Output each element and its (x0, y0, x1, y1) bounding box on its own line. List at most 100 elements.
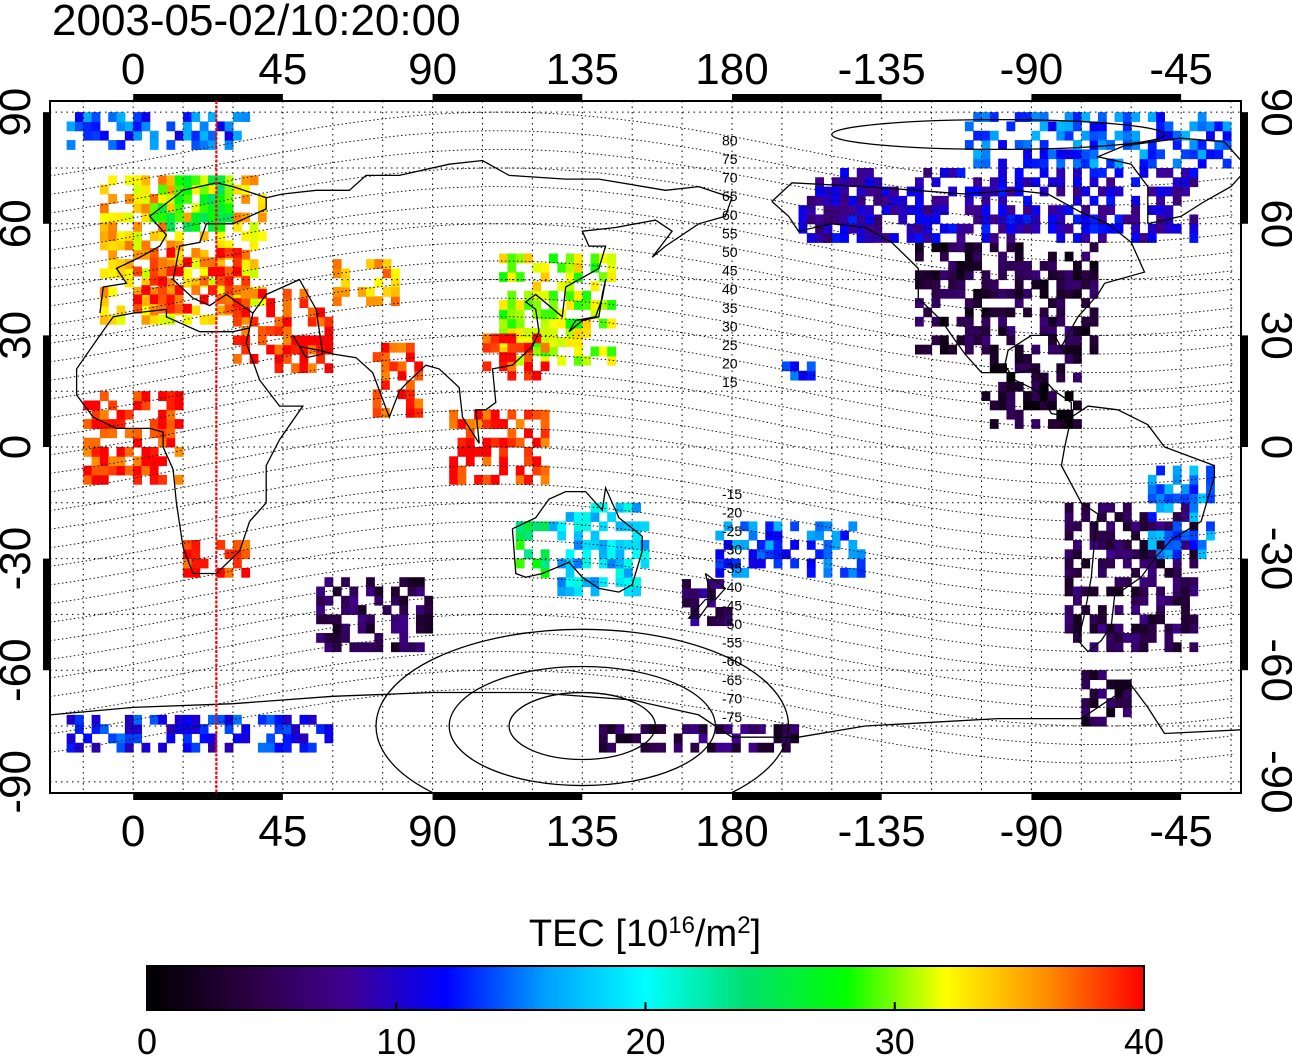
tec-cell-se-asia (449, 409, 459, 420)
tec-cell-europe (141, 194, 151, 204)
tec-cell-antarctica-west (208, 714, 217, 725)
tec-cell-central-america (981, 391, 991, 401)
tec-cell-scandinavia (174, 175, 184, 186)
tec-cell-europe (124, 212, 134, 223)
tec-cell-canada-north (981, 205, 991, 215)
tec-cell-west-africa (83, 400, 93, 411)
colorbar-title-superscript: 2 (737, 912, 750, 939)
tec-cell-central-america (1039, 381, 1049, 392)
tec-cell-canada-north (1064, 223, 1074, 234)
tec-cell-south-america (1072, 623, 1082, 634)
tec-cell-mideast (316, 353, 325, 364)
lon-tick-bottom: -90 (1000, 807, 1064, 856)
tec-cell-central-europe (232, 247, 242, 258)
tec-cell-arctic-na (998, 158, 1007, 169)
tec-cell-arctic-na (1023, 140, 1032, 150)
tec-cell-alaska (823, 186, 833, 197)
tec-cell-se-asia (540, 409, 550, 420)
tec-cell-arctic-europe (174, 130, 184, 141)
tec-cell-alaska (881, 205, 891, 215)
tec-cell-canada-north (981, 233, 991, 243)
contour-line (50, 539, 1235, 615)
tec-cell-south-america (1072, 521, 1082, 532)
tec-cell-antarctica-west (124, 742, 134, 753)
tec-cell-arctic-europe (91, 130, 101, 141)
tec-cell-europe (199, 249, 209, 260)
tec-cell-europe (124, 240, 134, 251)
tec-cell-antarctica-west (274, 724, 284, 734)
tec-cell-central-europe (174, 285, 184, 295)
tec-cell-north-america (923, 270, 933, 281)
tec-cell-antarctica-west (116, 733, 126, 744)
tec-cell-mideast (299, 288, 309, 299)
tec-cell-antarctica-east (790, 724, 800, 734)
tec-cell-arctic-na (1114, 112, 1124, 122)
tec-cell-pacific-south (848, 549, 858, 560)
tec-cell-canada-north (1189, 214, 1199, 225)
tec-cell-australia (557, 577, 567, 588)
tec-cell-north-america (1056, 298, 1066, 308)
contour-label: 75 (722, 151, 738, 167)
tec-cell-arctic-na (1222, 130, 1232, 141)
tec-cell-brazil (1164, 484, 1174, 495)
tec-cell-alaska (840, 205, 849, 215)
tec-cell-north-america (1089, 316, 1099, 327)
tec-cell-canada-north (1014, 167, 1024, 178)
tec-cell-east-asia (573, 290, 583, 301)
tec-cell-canada-north (906, 186, 916, 197)
tec-cell-south-america (1089, 521, 1099, 532)
tec-cell-pacific-south (740, 521, 750, 532)
tec-cell-scandinavia (199, 194, 209, 204)
tec-cell-antarctica-west (266, 742, 276, 753)
tec-cell-antarctica-sa (1089, 688, 1099, 699)
tec-cell-south-africa (241, 549, 251, 560)
tec-cell-arctic-na (1072, 158, 1082, 169)
tec-cell-south-america (1122, 558, 1132, 569)
tec-cell-se-asia (457, 474, 467, 485)
tec-cell-central-america (1014, 381, 1024, 392)
tec-cell-europe (99, 184, 109, 195)
tec-cell-south-america (1089, 614, 1099, 625)
tec-cell-antarctica-west (191, 714, 201, 725)
tec-cell-south-america (1097, 567, 1107, 578)
tec-cell-canada-north (1014, 214, 1024, 225)
tec-cell-antarctica-west (282, 742, 292, 753)
tec-cell-north-america (973, 298, 983, 308)
tec-cell-brazil (1189, 530, 1199, 541)
tec-cell-south-america (1131, 567, 1141, 578)
tec-cell-central-america (1048, 419, 1057, 429)
tec-cell-north-america (964, 242, 974, 253)
tec-cell-south-america (1064, 530, 1074, 541)
tec-cell-north-america (998, 260, 1007, 271)
tec-cell-australia (573, 558, 583, 569)
contour-label: 25 (722, 337, 738, 353)
tec-cell-europe (257, 203, 267, 214)
tec-cell-antarctica-west (183, 724, 192, 734)
tec-cell-canada-north (1097, 233, 1107, 243)
tec-cell-central-europe (216, 294, 226, 305)
tec-cell-arctic-europe (83, 112, 93, 122)
tec-cell-india (372, 389, 382, 400)
contour-label: -15 (722, 486, 742, 502)
tec-cell-australia (632, 521, 642, 532)
tec-cell-antarctica-sa (1089, 716, 1099, 727)
tec-cell-brazil (1156, 493, 1165, 504)
tec-cell-mideast (324, 363, 334, 374)
tec-cell-south-america (1097, 512, 1107, 522)
tec-cell-south-america (1097, 605, 1107, 615)
tec-cell-india (381, 342, 390, 353)
tec-cell-south-china (540, 361, 550, 372)
contour-label: -20 (722, 504, 742, 520)
tec-cell-antarctica-west (124, 733, 134, 744)
tec-cell-antarctica-sa (1081, 707, 1091, 718)
tec-cell-antarctica-west (174, 714, 184, 725)
tec-cell-australia (615, 521, 625, 532)
tec-cell-arctic-na (1147, 149, 1157, 160)
contour-label: 60 (722, 207, 738, 223)
contour-label: -75 (722, 709, 742, 725)
tec-cell-south-china (524, 370, 533, 381)
tec-cell-south-indian (349, 605, 359, 615)
tec-cell-south-africa (224, 567, 234, 578)
tec-cell-europe (224, 175, 234, 186)
tec-cell-europe (241, 259, 251, 269)
